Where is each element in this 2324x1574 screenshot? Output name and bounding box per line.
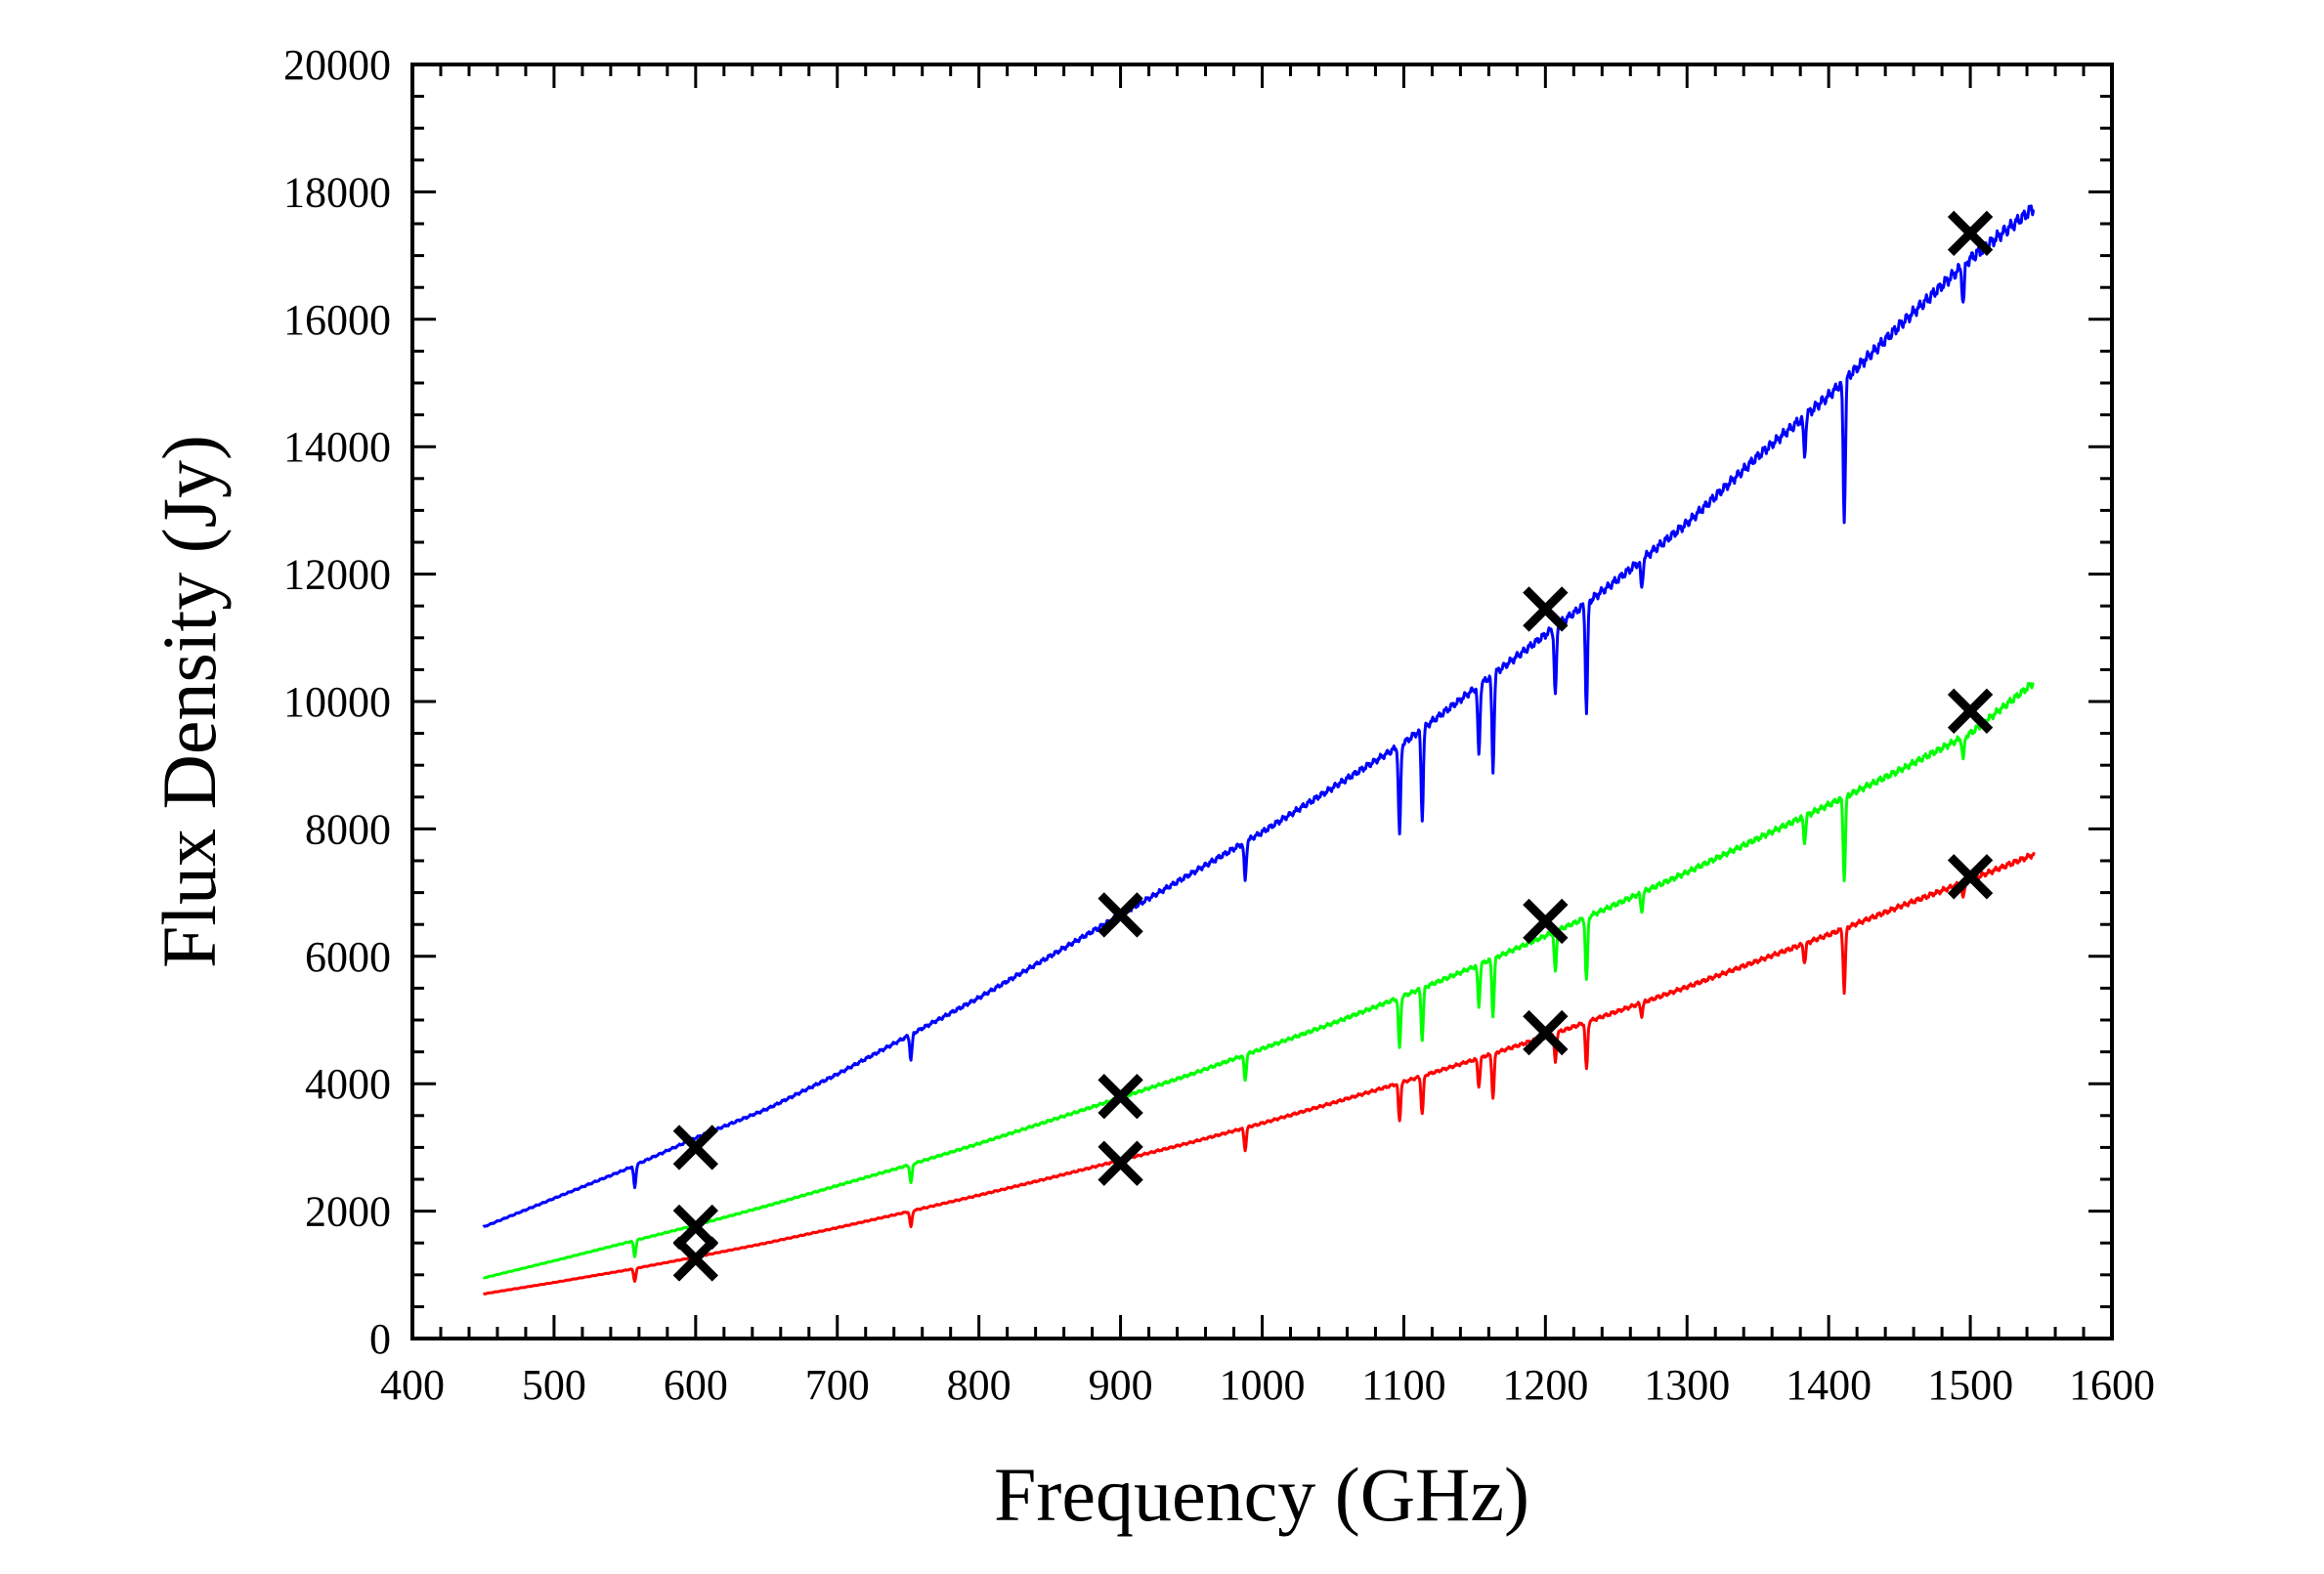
x-marker-point	[1523, 586, 1569, 632]
y-tick-label: 12000	[283, 551, 391, 599]
marker-layer	[672, 210, 1994, 1282]
x-marker-stroke	[1097, 1140, 1143, 1186]
x-marker-point	[1947, 854, 1994, 900]
y-tick-label: 20000	[283, 41, 391, 89]
x-tick-label: 1600	[2069, 1361, 2155, 1409]
x-tick-label: 400	[380, 1361, 445, 1409]
y-tick-label: 2000	[305, 1188, 391, 1236]
x-marker-point	[1097, 1140, 1143, 1186]
x-tick-label: 1200	[1502, 1361, 1588, 1409]
series-line-green-spectrum	[482, 682, 2036, 1280]
x-marker-stroke	[1523, 1009, 1569, 1056]
x-marker-stroke	[672, 1236, 719, 1282]
x-marker-point	[672, 1236, 719, 1282]
x-tick-label: 800	[947, 1361, 1011, 1409]
x-tick-labels: 400 500 600 700 800 900 1000 1100 1200 1300 1400 15…	[380, 1361, 2155, 1409]
x-marker-point	[1947, 688, 1994, 734]
x-marker-point	[1947, 210, 1994, 256]
axis-ticks	[410, 63, 2114, 1340]
y-tick-label: 14000	[283, 423, 391, 471]
x-tick-label: 700	[805, 1361, 870, 1409]
x-marker-point	[1097, 892, 1143, 938]
x-marker-point	[672, 1125, 719, 1170]
y-tick-label: 0	[369, 1315, 391, 1363]
y-tick-label: 18000	[283, 168, 391, 216]
x-marker-stroke	[1947, 210, 1994, 256]
x-marker-stroke	[1097, 892, 1143, 938]
x-marker-stroke	[1523, 898, 1569, 945]
x-marker-point	[1523, 1009, 1569, 1056]
y-tick-label: 16000	[283, 296, 391, 344]
y-tick-labels: 0 2000 4000 6000 8000 10000 12000 14000 16000 180…	[283, 41, 391, 1363]
series-line-red-spectrum	[482, 851, 2036, 1296]
y-axis-title: Flux Density (Jy)	[147, 435, 232, 968]
x-tick-label: 500	[522, 1361, 586, 1409]
y-tick-label: 10000	[283, 678, 391, 726]
x-tick-label: 1400	[1786, 1361, 1872, 1409]
x-marker-stroke	[1523, 586, 1569, 632]
x-tick-label: 1000	[1220, 1361, 1306, 1409]
x-tick-label: 1500	[1927, 1361, 2013, 1409]
plot-area-frame	[410, 63, 2114, 1340]
x-tick-label: 900	[1089, 1361, 1153, 1409]
x-marker-point	[1523, 898, 1569, 945]
x-marker-stroke	[672, 1125, 719, 1170]
x-marker-point	[1097, 1074, 1143, 1120]
x-tick-label: 600	[664, 1361, 728, 1409]
series-layer	[482, 204, 2036, 1296]
series-line-blue-spectrum	[482, 204, 2036, 1228]
y-tick-label: 8000	[305, 805, 391, 853]
x-axis-title: Frequency (GHz)	[994, 1452, 1529, 1537]
x-marker-stroke	[1947, 854, 1994, 900]
x-marker-stroke	[1097, 1074, 1143, 1120]
x-tick-label: 1100	[1361, 1361, 1445, 1409]
x-tick-label: 1300	[1644, 1361, 1730, 1409]
y-tick-label: 6000	[305, 933, 391, 981]
x-marker-stroke	[1947, 688, 1994, 734]
y-tick-label: 4000	[305, 1060, 391, 1108]
